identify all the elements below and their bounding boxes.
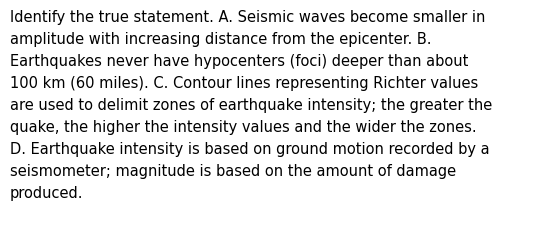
Text: produced.: produced. — [10, 185, 84, 200]
Text: 100 km (60 miles). C. Contour lines representing Richter values: 100 km (60 miles). C. Contour lines repr… — [10, 76, 478, 91]
Text: are used to delimit zones of earthquake intensity; the greater the: are used to delimit zones of earthquake … — [10, 98, 492, 112]
Text: seismometer; magnitude is based on the amount of damage: seismometer; magnitude is based on the a… — [10, 163, 456, 178]
Text: Identify the true statement. A. Seismic waves become smaller in: Identify the true statement. A. Seismic … — [10, 10, 485, 25]
Text: quake, the higher the intensity values and the wider the zones.: quake, the higher the intensity values a… — [10, 120, 477, 134]
Text: Earthquakes never have hypocenters (foci) deeper than about: Earthquakes never have hypocenters (foci… — [10, 54, 468, 69]
Text: amplitude with increasing distance from the epicenter. B.: amplitude with increasing distance from … — [10, 32, 431, 47]
Text: D. Earthquake intensity is based on ground motion recorded by a: D. Earthquake intensity is based on grou… — [10, 141, 489, 156]
